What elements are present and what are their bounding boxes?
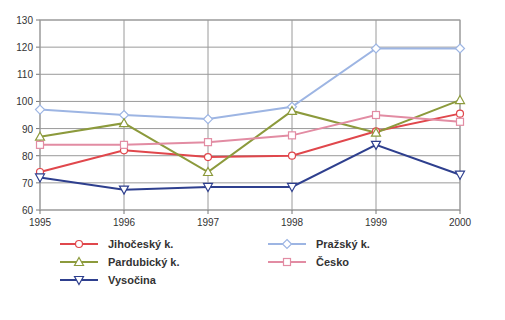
series-line bbox=[40, 114, 460, 172]
marker bbox=[457, 110, 464, 117]
x-tick-label: 1996 bbox=[113, 217, 136, 228]
marker bbox=[121, 141, 128, 148]
plot-frame bbox=[40, 20, 460, 210]
marker bbox=[456, 96, 465, 104]
series-line bbox=[40, 145, 460, 190]
y-tick-label: 70 bbox=[22, 178, 34, 189]
marker bbox=[372, 141, 381, 149]
y-tick bbox=[36, 210, 40, 211]
y-grid bbox=[40, 182, 460, 183]
marker bbox=[373, 112, 380, 119]
y-tick bbox=[36, 155, 40, 156]
y-tick-label: 110 bbox=[17, 69, 33, 80]
series-line bbox=[40, 115, 460, 145]
legend-marker bbox=[75, 277, 84, 285]
x-tick-label: 1999 bbox=[365, 217, 388, 228]
plot-area bbox=[36, 44, 465, 194]
marker bbox=[457, 118, 464, 125]
y-grid bbox=[40, 101, 460, 102]
marker bbox=[120, 186, 129, 194]
marker bbox=[120, 119, 129, 127]
legend-marker bbox=[283, 240, 292, 249]
y-grid bbox=[40, 74, 460, 75]
legend-label: Jihočeský k. bbox=[108, 238, 173, 250]
x-tick-label: 1995 bbox=[29, 217, 52, 228]
marker bbox=[36, 132, 45, 140]
marker bbox=[289, 152, 296, 159]
marker bbox=[205, 154, 212, 161]
legend-label: Pražský k. bbox=[316, 238, 370, 250]
x-tick bbox=[40, 210, 41, 214]
marker bbox=[36, 105, 45, 114]
marker bbox=[205, 139, 212, 146]
marker bbox=[288, 106, 297, 114]
legend-label: Vysočina bbox=[108, 274, 157, 286]
marker bbox=[36, 174, 45, 182]
y-grid bbox=[40, 47, 460, 48]
legend-marker bbox=[284, 259, 291, 266]
x-tick bbox=[292, 210, 293, 214]
y-tick-label: 90 bbox=[22, 124, 34, 135]
legend-marker bbox=[76, 241, 83, 248]
x-tick bbox=[376, 210, 377, 214]
x-tick bbox=[208, 210, 209, 214]
series-line bbox=[40, 49, 460, 120]
x-tick-label: 1998 bbox=[281, 217, 304, 228]
x-tick-label: 2000 bbox=[449, 217, 472, 228]
marker bbox=[37, 141, 44, 148]
marker bbox=[372, 44, 381, 53]
marker bbox=[288, 183, 297, 191]
y-tick-label: 60 bbox=[22, 205, 34, 216]
chart: 60 70 80 90 100 110 120 130 1995 1996 1997 1998 1999… bbox=[0, 0, 505, 320]
y-tick bbox=[36, 74, 40, 75]
legend-label: Česko bbox=[316, 256, 349, 268]
x-tick-label: 1997 bbox=[197, 217, 220, 228]
marker bbox=[456, 44, 465, 53]
marker bbox=[289, 132, 296, 139]
y-tick-label: 80 bbox=[22, 151, 34, 162]
y-tick bbox=[36, 47, 40, 48]
y-tick bbox=[36, 101, 40, 102]
x-tick bbox=[460, 210, 461, 214]
y-tick-label: 120 bbox=[16, 42, 33, 53]
marker bbox=[456, 171, 465, 179]
y-tick-label: 130 bbox=[16, 15, 33, 26]
marker bbox=[204, 115, 213, 124]
legend-marker bbox=[75, 258, 84, 266]
y-grid bbox=[40, 210, 460, 211]
legend: Jihočeský k. Pražský k. Pardubický k. Česko… bbox=[60, 238, 370, 286]
y-grid bbox=[40, 128, 460, 129]
y-tick bbox=[36, 128, 40, 129]
legend-label: Pardubický k. bbox=[108, 256, 180, 268]
x-tick bbox=[124, 210, 125, 214]
series-line bbox=[40, 100, 460, 172]
marker bbox=[372, 128, 381, 136]
marker bbox=[204, 168, 213, 176]
marker bbox=[204, 183, 213, 191]
y-tick-label: 100 bbox=[16, 96, 33, 107]
y-grid bbox=[40, 20, 460, 21]
y-tick bbox=[36, 20, 40, 21]
y-tick bbox=[36, 182, 40, 183]
